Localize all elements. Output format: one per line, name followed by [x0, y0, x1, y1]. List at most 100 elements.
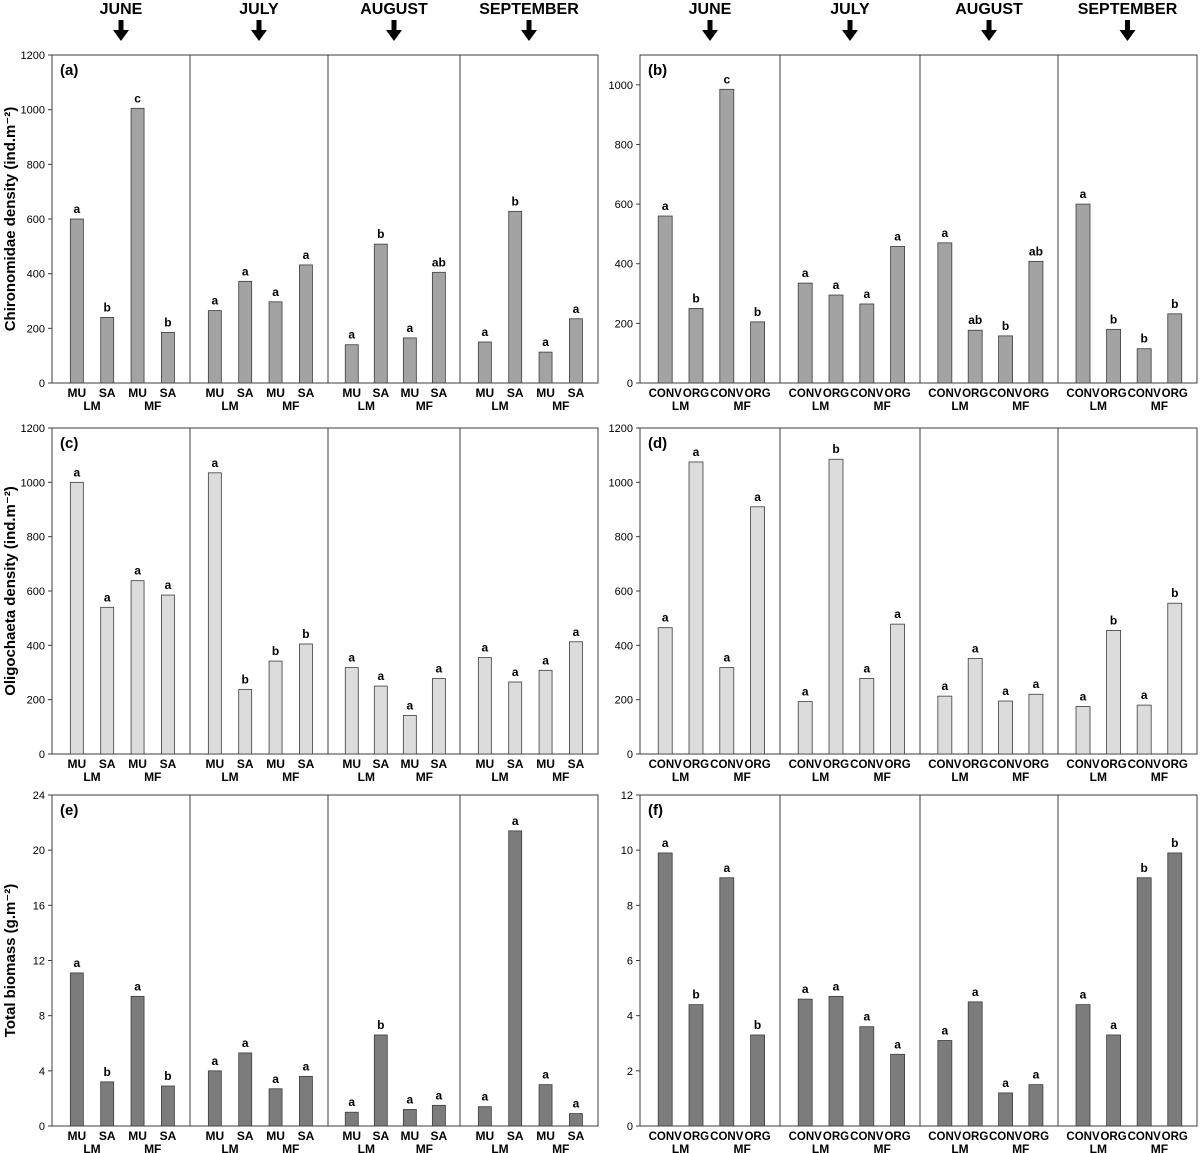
significance-letter: a	[134, 979, 141, 993]
category-label: ORG	[683, 388, 709, 400]
month-header: SEPTEMBER	[1078, 1, 1178, 41]
arrow-down-icon	[702, 30, 718, 41]
group-label: MF	[552, 399, 569, 413]
category-label: SA	[372, 1129, 389, 1143]
significance-letter: a	[481, 1090, 488, 1104]
group-label: MF	[282, 770, 299, 784]
bar	[100, 316, 115, 384]
significance-letter: a	[1110, 1018, 1117, 1032]
group-label: MF	[874, 1142, 891, 1153]
category-label: MU	[68, 757, 87, 771]
bar	[569, 1113, 583, 1127]
significance-letter: b	[302, 627, 309, 641]
panel-label: (c)	[60, 435, 78, 452]
arrow-down-icon	[847, 20, 853, 31]
group-label: LM	[951, 770, 968, 784]
significance-letter: b	[242, 672, 249, 686]
significance-letter: a	[802, 266, 809, 280]
arrow-down-icon	[707, 20, 713, 31]
significance-letter: b	[692, 291, 699, 305]
bar	[688, 308, 704, 384]
significance-letter: b	[754, 1018, 761, 1032]
category-label: ORG	[1100, 388, 1126, 400]
significance-letter: a	[348, 1095, 355, 1109]
bar	[1106, 328, 1121, 384]
group-label: LM	[221, 1142, 238, 1153]
arrow-down-icon	[113, 30, 129, 41]
category-label: ORG	[962, 759, 988, 771]
panel-label: (b)	[648, 62, 667, 79]
significance-letter: a	[406, 1092, 413, 1106]
significance-letter: a	[972, 985, 979, 999]
y-tick-label: 1200	[21, 50, 45, 62]
subpanel-frame	[459, 427, 599, 755]
group-label: MF	[874, 770, 891, 784]
group-label: LM	[83, 399, 100, 413]
group-label: LM	[812, 1142, 829, 1153]
significance-letter: b	[1110, 613, 1117, 627]
group-label: LM	[672, 399, 689, 413]
bar	[688, 1004, 704, 1127]
bar	[937, 1040, 953, 1127]
category-label: ORG	[823, 388, 849, 400]
category-label: MU	[128, 1129, 147, 1143]
bar	[1106, 1034, 1121, 1127]
y-tick-label: 4	[627, 1011, 633, 1023]
bar	[344, 344, 359, 384]
significance-letter: a	[211, 1054, 218, 1068]
y-tick-label: 1000	[21, 105, 45, 117]
arrow-down-icon	[1119, 30, 1136, 41]
group-label: LM	[83, 1142, 100, 1153]
group-label: LM	[358, 1142, 375, 1153]
panel-label: (f)	[648, 802, 663, 819]
y-tick-label: 400	[615, 259, 633, 271]
significance-letter: a	[73, 202, 80, 216]
significance-letter: a	[941, 1023, 948, 1037]
bar	[859, 303, 875, 384]
significance-letter: b	[1110, 312, 1117, 326]
y-tick-label: 400	[615, 640, 633, 652]
chart-panel-b: 02004006008001000(b)aCONVbORGcCONVbORGLM…	[609, 54, 1198, 413]
arrow-down-icon	[391, 20, 397, 31]
category-label: MU	[476, 1129, 495, 1143]
category-label: MU	[401, 757, 420, 771]
y-tick-label: 400	[27, 640, 45, 652]
category-label: SA	[568, 1129, 585, 1143]
bar	[797, 282, 813, 384]
y-tick-label: 20	[33, 845, 45, 857]
month-header: AUGUST	[360, 1, 428, 41]
month-header: JUNE	[100, 1, 143, 41]
significance-letter: a	[73, 465, 80, 479]
arrow-down-icon	[981, 30, 997, 41]
significance-letter: b	[1171, 836, 1178, 850]
category-label: CONV	[649, 388, 683, 400]
category-label: ORG	[683, 1131, 709, 1143]
category-label: CONV	[710, 759, 744, 771]
month-header-label: AUGUST	[955, 1, 1023, 18]
significance-letter: a	[941, 226, 948, 240]
category-label: CONV	[1128, 1131, 1162, 1143]
group-label: LM	[491, 770, 508, 784]
bar	[998, 335, 1013, 384]
bar	[373, 685, 388, 755]
significance-letter: a	[833, 278, 840, 292]
bar	[1028, 260, 1044, 384]
y-tick-label: 8	[39, 1011, 45, 1023]
y-tick-label: 600	[615, 586, 633, 598]
bar	[299, 264, 313, 384]
bar	[859, 1026, 875, 1127]
group-label: LM	[491, 399, 508, 413]
category-label: MU	[206, 757, 225, 771]
significance-letter: a	[104, 590, 111, 604]
y-tick-label: 200	[27, 695, 45, 707]
group-label: LM	[221, 399, 238, 413]
significance-letter: a	[894, 229, 901, 243]
bar	[688, 461, 704, 755]
significance-letter: a	[481, 641, 488, 655]
bar	[1136, 877, 1152, 1127]
bar	[402, 337, 417, 384]
